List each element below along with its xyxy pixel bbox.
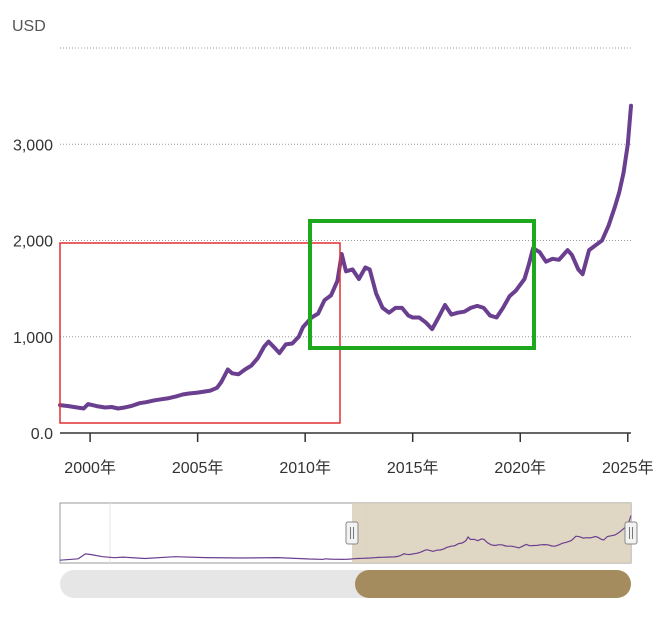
x-tick-label: 2020年 <box>494 459 546 477</box>
navigator-series <box>59 515 632 561</box>
x-tick-label: 2000年 <box>64 459 116 477</box>
y-tick-label: 3,000 <box>13 137 53 154</box>
navigator-right-handle[interactable] <box>624 521 638 545</box>
y-tick-label: 2,000 <box>13 234 53 251</box>
price-line <box>58 103 633 411</box>
x-tick-label: 2015年 <box>387 459 439 477</box>
gridlines <box>60 47 631 338</box>
y-axis-ticks: 0.0 1,000 2,000 3,000 <box>13 137 53 443</box>
red-highlight-box <box>59 242 341 424</box>
scrollbar-thumb[interactable] <box>355 570 631 598</box>
x-tick-label: 2010年 <box>279 459 331 477</box>
green-highlight-box <box>308 219 536 350</box>
y-tick-label: 1,000 <box>13 330 53 347</box>
series-layer <box>58 103 633 411</box>
x-axis: 2000年 2005年 2010年 2015年 2020年 2025年 <box>60 432 654 477</box>
navigator[interactable] <box>59 502 638 564</box>
x-tick-label: 2025年 <box>602 459 654 477</box>
y-axis-unit-label: USD <box>12 18 46 35</box>
navigator-left-handle[interactable] <box>345 521 359 545</box>
navigator-selected-range[interactable] <box>352 503 631 563</box>
scrollbar[interactable] <box>60 570 631 598</box>
x-tick-label: 2005年 <box>172 459 224 477</box>
y-tick-label: 0.0 <box>31 426 53 443</box>
navigator-line <box>59 515 632 561</box>
